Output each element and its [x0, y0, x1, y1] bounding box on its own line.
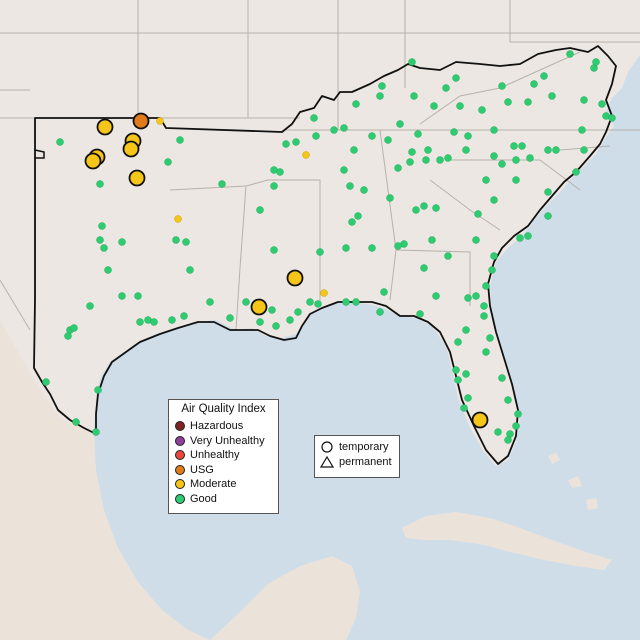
legend-item-unhealthy: Unhealthy	[175, 448, 272, 463]
legend-item-hazardous: Hazardous	[175, 419, 272, 434]
good-swatch	[175, 493, 185, 504]
circle-icon	[321, 441, 333, 453]
legend-item-moderate: Moderate	[175, 477, 272, 492]
legend-label: USG	[190, 463, 214, 476]
good-monitors	[42, 50, 616, 444]
monitor-type-legend: temporary permanent	[314, 435, 400, 478]
unhealthy-swatch	[175, 450, 185, 461]
mexico-land	[0, 320, 210, 640]
very-unhealthy-swatch	[175, 435, 185, 446]
moderate-small-monitors	[156, 117, 328, 297]
legend-item-good: Good	[175, 492, 272, 507]
usg-monitors	[132, 112, 150, 130]
aqi-legend: Air Quality Index Hazardous Very Unhealt…	[168, 399, 279, 514]
legend-label: Moderate	[190, 478, 237, 491]
legend-item-very-unhealthy: Very Unhealthy	[175, 434, 272, 449]
legend-label: permanent	[339, 455, 392, 468]
hazardous-swatch	[175, 421, 185, 432]
bahamas-land	[548, 452, 598, 510]
legend-title: Air Quality Index	[181, 403, 266, 415]
legend-item-temporary: temporary	[320, 440, 394, 455]
legend-label: temporary	[339, 441, 389, 454]
yucatan-land	[210, 556, 360, 640]
triangle-icon	[320, 455, 334, 468]
legend-label: Good	[190, 492, 217, 505]
moderate-swatch	[175, 479, 185, 490]
moderate-large-monitors	[84, 118, 489, 429]
legend-item-usg: USG	[175, 463, 272, 478]
legend-label: Hazardous	[190, 420, 244, 433]
cuba-land	[402, 512, 612, 570]
legend-item-permanent: permanent	[320, 455, 394, 470]
legend-label: Unhealthy	[190, 449, 240, 462]
panhandle-notch	[34, 149, 45, 159]
usg-swatch	[175, 464, 185, 475]
region-outline	[33, 45, 617, 465]
legend-label: Very Unhealthy	[190, 434, 265, 447]
